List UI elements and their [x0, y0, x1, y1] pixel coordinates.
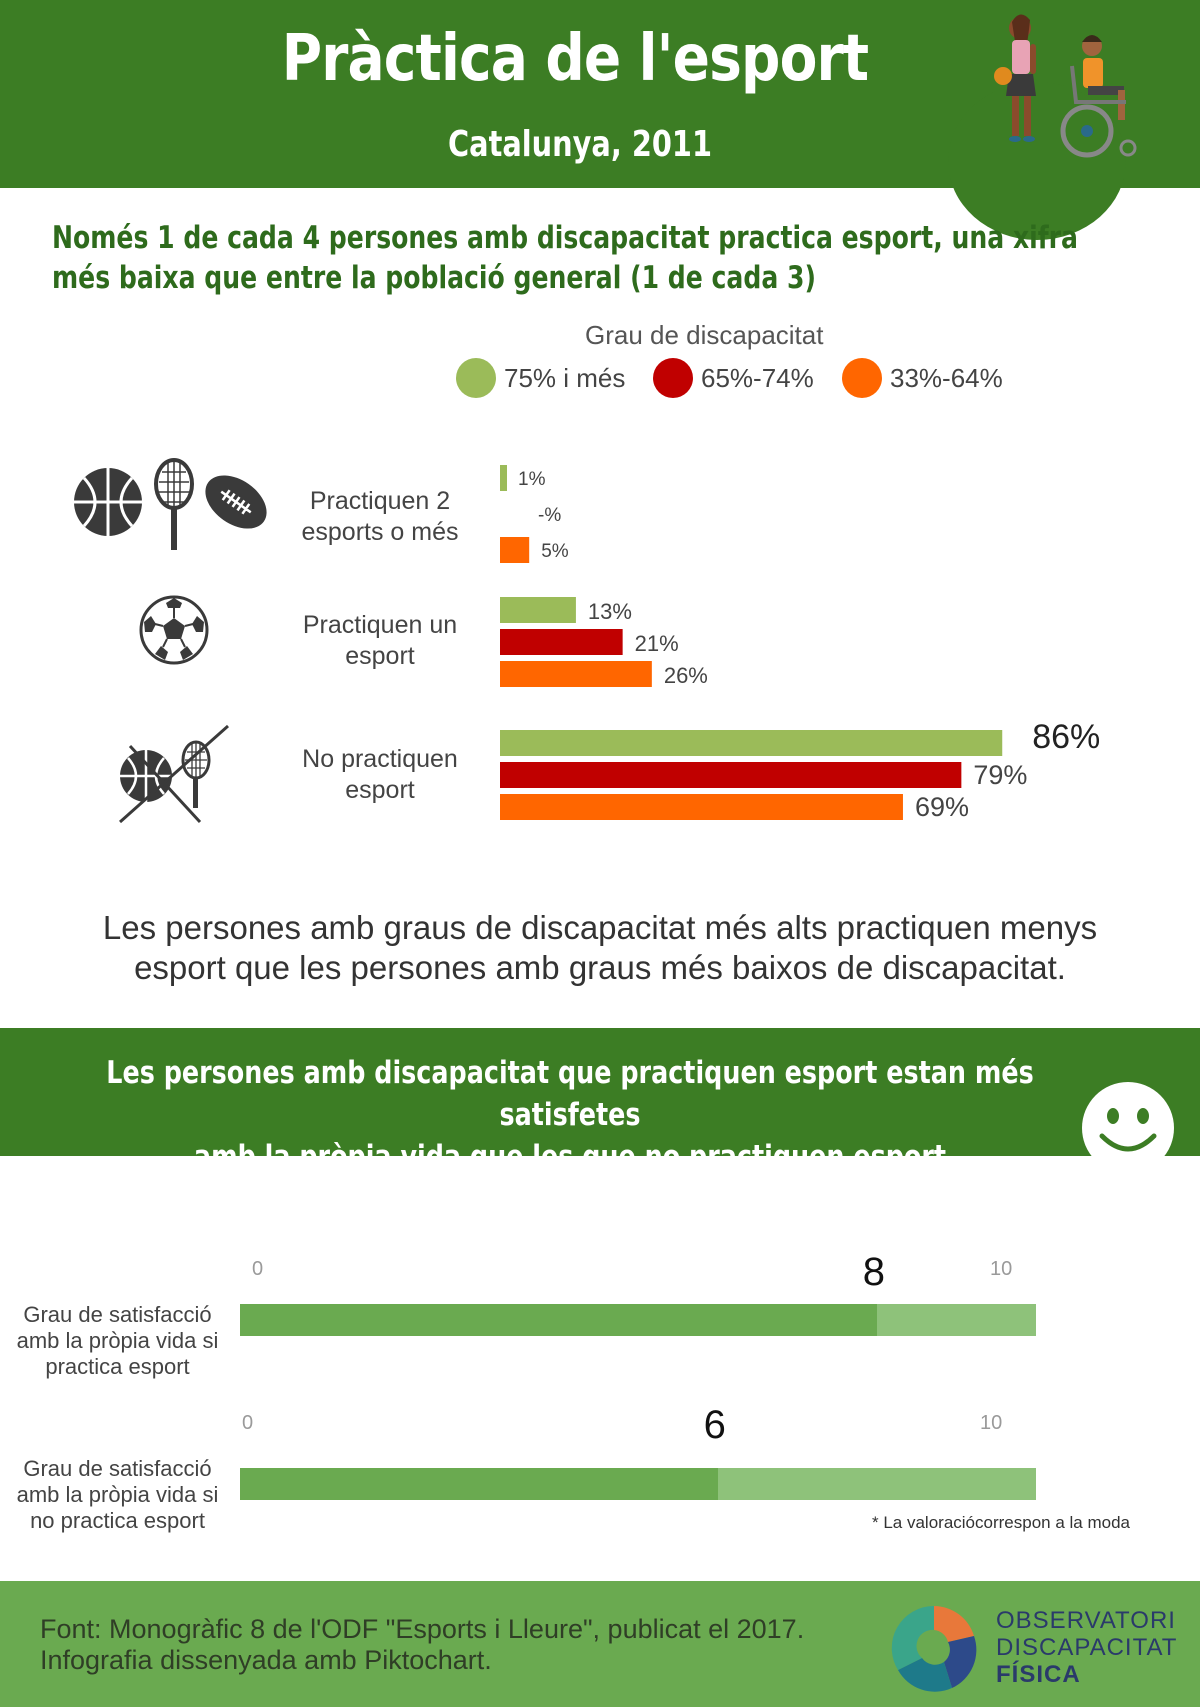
legend-label: 65%-74% [701, 362, 814, 393]
tennis-racket-icon [154, 458, 194, 550]
logo-text: OBSERVATORI DISCAPACITAT FÍSICA [996, 1607, 1177, 1688]
axis-max-label: 10 [990, 1258, 1013, 1280]
satisfaction-label-line: Grau de satisfacció [23, 1456, 212, 1481]
category-label-line: esport [345, 642, 415, 670]
satisfaction-banner [0, 1028, 1200, 1156]
category-label-line: esport [345, 776, 415, 804]
source-line-1: Font: Monogràfic 8 de l'ODF "Esports i L… [40, 1614, 805, 1644]
category-label-line: Practiquen 2 [309, 487, 451, 515]
legend-item-33: 33%-64% [842, 358, 1003, 398]
bar-2-2 [500, 794, 903, 820]
data-label-1-2: 26% [664, 663, 708, 688]
sports-icons [74, 458, 267, 550]
axis-min-label: 0 [242, 1412, 254, 1434]
data-label-1-1: 21% [635, 631, 679, 656]
axis-max-label: 10 [980, 1412, 1003, 1434]
satisfaction-bar-sport [240, 1304, 877, 1336]
bar-1-1 [500, 629, 623, 655]
data-label-2-2: 69% [915, 792, 969, 822]
satisfaction-banner-text: Les persones amb discapacitat que practi… [103, 1052, 1038, 1178]
data-label-2-1: 79% [973, 760, 1027, 790]
category-label-one: Practiquen un esport [270, 610, 490, 672]
page-subtitle: Catalunya, 2011 [448, 124, 712, 165]
data-label-1-0: 13% [588, 599, 632, 624]
satisfaction-label-sport: Grau de satisfacció amb la pròpia vida s… [10, 1302, 225, 1380]
basketball-icon [74, 468, 142, 536]
satisfaction-value-sport: 8 [862, 1250, 886, 1294]
american-football-icon [205, 475, 267, 529]
legend-swatch [842, 358, 882, 398]
legend-label: 75% i més [504, 362, 626, 393]
headline-line-2: més baixa que entre la població general … [52, 260, 816, 296]
legend-item-75: 75% i més [456, 358, 625, 398]
bar-2-0 [500, 730, 1003, 756]
satisfaction-label-line: amb la pròpia vida si [16, 1482, 219, 1507]
soccer-ball-icon [139, 595, 209, 665]
bar-1-0 [500, 597, 576, 623]
footer [0, 1581, 1200, 1707]
summary-note-line-1: Les persones amb graus de discapacitat m… [102, 909, 1098, 946]
bar-0-2 [500, 537, 530, 563]
data-label-0-1: -% [538, 505, 561, 526]
bar-0-0 [500, 465, 507, 491]
page-title: Pràctica de l'esport [281, 22, 869, 96]
satisfaction-banner-line-2: amb la pròpia vida que les que no practi… [193, 1139, 947, 1175]
bar-2-1 [500, 762, 962, 788]
footnote: * La valoraciócorrespon a la moda [872, 1513, 1130, 1532]
data-label-2-0: 86% [1032, 718, 1100, 756]
category-label-two-plus: Practiquen 2 esports o més [270, 486, 490, 548]
logo-line-3: FÍSICA [996, 1661, 1081, 1688]
satisfaction-value-no-sport: 6 [703, 1403, 726, 1447]
satisfaction-label-line: practica esport [45, 1354, 190, 1379]
satisfaction-track-no-sport [240, 1468, 1036, 1500]
satisfaction-bar-no-sport [240, 1468, 718, 1500]
logo-line-2: DISCAPACITAT [996, 1634, 1178, 1661]
category-label-line: Practiquen un [302, 611, 458, 639]
summary-note-line-2: esport que les persones amb graus més ba… [134, 949, 1066, 986]
data-label-0-2: 5% [541, 541, 569, 562]
category-label-none: No practiquen esport [270, 744, 490, 806]
category-label-line: esports o més [301, 518, 459, 546]
legend-item-65: 65%-74% [653, 358, 814, 398]
no-sport-icon [119, 724, 229, 824]
legend-swatch [653, 358, 693, 398]
legend-swatch [456, 358, 496, 398]
source-text: Font: Monogràfic 8 de l'ODF "Esports i L… [40, 1614, 804, 1676]
satisfaction-label-line: no practica esport [30, 1508, 205, 1533]
legend-title: Grau de discapacitat [585, 320, 824, 350]
satisfaction-label-line: amb la pròpia vida si [16, 1328, 219, 1353]
logo-icon [891, 1605, 977, 1692]
axis-min-label: 0 [252, 1258, 264, 1280]
data-label-0-0: 1% [518, 469, 546, 490]
summary-note: Les persones amb graus de discapacitat m… [40, 908, 1160, 988]
smiley-icon [1082, 1082, 1174, 1174]
satisfaction-label-no-sport: Grau de satisfacció amb la pròpia vida s… [10, 1456, 225, 1534]
satisfaction-banner-line-1: Les persones amb discapacitat que practi… [106, 1055, 1034, 1133]
category-label-line: No practiquen [302, 745, 458, 773]
people-icon [994, 14, 1137, 158]
legend-label: 33%-64% [890, 362, 1003, 393]
bar-1-2 [500, 661, 652, 687]
satisfaction-label-line: Grau de satisfacció [23, 1302, 212, 1327]
sport-practice-bar-chart: 1% -% 5% 13%21% 26% 86%79%69% [500, 465, 1100, 822]
source-line-2: Infografia dissenyada amb Piktochart. [40, 1645, 492, 1675]
satisfaction-track-sport [240, 1304, 1036, 1336]
logo-line-1: OBSERVATORI [996, 1607, 1176, 1634]
